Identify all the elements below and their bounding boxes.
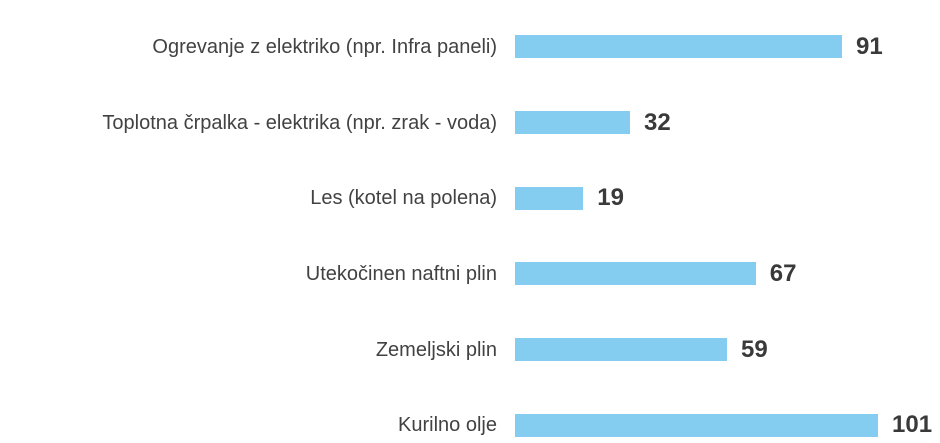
chart-row: Zemeljski plin 59 xyxy=(0,312,940,388)
chart-row: Toplotna črpalka - elektrika (npr. zrak … xyxy=(0,85,940,161)
value-label: 101 xyxy=(892,411,933,439)
category-label: Utekočinen naftni plin xyxy=(305,262,497,285)
chart-row: Utekočinen naftni plin 67 xyxy=(0,236,940,312)
chart-row: Kurilno olje 101 xyxy=(0,387,940,443)
value-label: 19 xyxy=(597,184,624,212)
bar xyxy=(515,186,584,210)
bar xyxy=(515,111,630,135)
category-label: Toplotna črpalka - elektrika (npr. zrak … xyxy=(102,111,497,134)
category-label: Les (kotel na polena) xyxy=(310,187,497,210)
bar xyxy=(515,35,843,59)
value-label: 67 xyxy=(769,259,797,287)
value-label: 32 xyxy=(644,108,671,136)
category-label: Zemeljski plin xyxy=(375,338,497,361)
bar xyxy=(515,413,878,437)
bar xyxy=(515,338,728,362)
bar xyxy=(515,262,756,286)
chart-row: Ogrevanje z elektriko (npr. Infra paneli… xyxy=(0,9,940,85)
category-label: Ogrevanje z elektriko (npr. Infra paneli… xyxy=(152,35,497,58)
value-label: 91 xyxy=(856,32,883,60)
category-label: Kurilno olje xyxy=(398,414,497,437)
chart-row: Les (kotel na polena) 19 xyxy=(0,160,940,236)
value-label: 59 xyxy=(741,335,768,363)
